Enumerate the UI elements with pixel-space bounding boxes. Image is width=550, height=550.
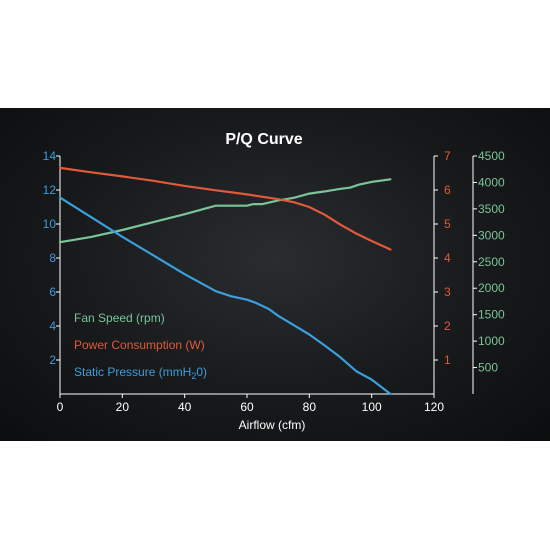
right2-tick-label: 1500	[478, 308, 505, 322]
right2-tick-label: 1000	[478, 334, 505, 348]
right2-axis: 500 1000 1500 2000 2500 3000 3500 4000 4500	[472, 149, 505, 394]
right2-tick-label: 3500	[478, 202, 505, 216]
legend-static-pressure-sub: 2	[191, 371, 196, 381]
right2-tick-label: 4000	[478, 175, 505, 189]
right1-tick-label: 4	[444, 251, 451, 265]
right2-tick-label: 2500	[478, 255, 505, 269]
left-tick-label: 8	[49, 251, 56, 265]
right1-tick-label: 3	[444, 285, 451, 299]
x-axis: 0 20 40 60 80 100 120	[57, 393, 444, 414]
legend-static-pressure-main: Static Pressure (mmH	[74, 365, 191, 379]
right1-tick-label: 5	[444, 217, 451, 231]
power-consumption-line	[58, 166, 392, 251]
x-tick-label: 100	[362, 400, 382, 414]
legend-static-pressure-tail: 0)	[196, 365, 207, 379]
right1-tick-label: 6	[444, 183, 451, 197]
legend: Fan Speed (rpm) Power Consumption (W) St…	[74, 311, 207, 381]
right2-tick-label: 3000	[478, 228, 505, 242]
right1-axis: 1 2 3 4 5 6 7	[433, 149, 451, 394]
x-axis-ticks: 0 20 40 60 80 100 120	[57, 394, 444, 414]
left-tick-label: 4	[49, 319, 56, 333]
x-tick-label: 20	[116, 400, 130, 414]
right1-axis-ticks: 1 2 3 4 5 6 7	[434, 149, 451, 367]
right2-tick-label: 4500	[478, 149, 505, 163]
left-tick-label: 12	[43, 183, 57, 197]
static-pressure-line	[58, 196, 392, 396]
left-tick-label: 2	[49, 353, 56, 367]
legend-power-consumption: Power Consumption (W)	[74, 338, 205, 352]
left-tick-label: 6	[49, 285, 56, 299]
x-tick-label: 0	[57, 400, 64, 414]
right2-axis-ticks: 500 1000 1500 2000 2500 3000 3500 4000 4500	[473, 149, 505, 375]
left-tick-label: 14	[43, 149, 57, 163]
right2-tick-label: 500	[478, 361, 498, 375]
x-tick-label: 120	[424, 400, 444, 414]
legend-fan-speed: Fan Speed (rpm)	[74, 311, 165, 325]
left-tick-label: 10	[43, 217, 57, 231]
x-axis-label: Airflow (cfm)	[239, 418, 306, 432]
legend-static-pressure: Static Pressure (mmH20)	[74, 365, 207, 381]
right2-tick-label: 2000	[478, 281, 505, 295]
left-axis-ticks: 2 4 6 8 10 12 14	[43, 149, 60, 367]
fan-speed-line	[58, 178, 392, 244]
chart-title: P/Q Curve	[225, 131, 302, 148]
right1-tick-label: 7	[444, 149, 451, 163]
series-layer	[58, 166, 392, 396]
x-tick-label: 80	[303, 400, 317, 414]
x-tick-label: 60	[240, 400, 254, 414]
left-axis: 2 4 6 8 10 12 14	[43, 149, 61, 394]
right1-tick-label: 2	[444, 319, 451, 333]
x-tick-label: 40	[178, 400, 192, 414]
right1-tick-label: 1	[444, 353, 451, 367]
